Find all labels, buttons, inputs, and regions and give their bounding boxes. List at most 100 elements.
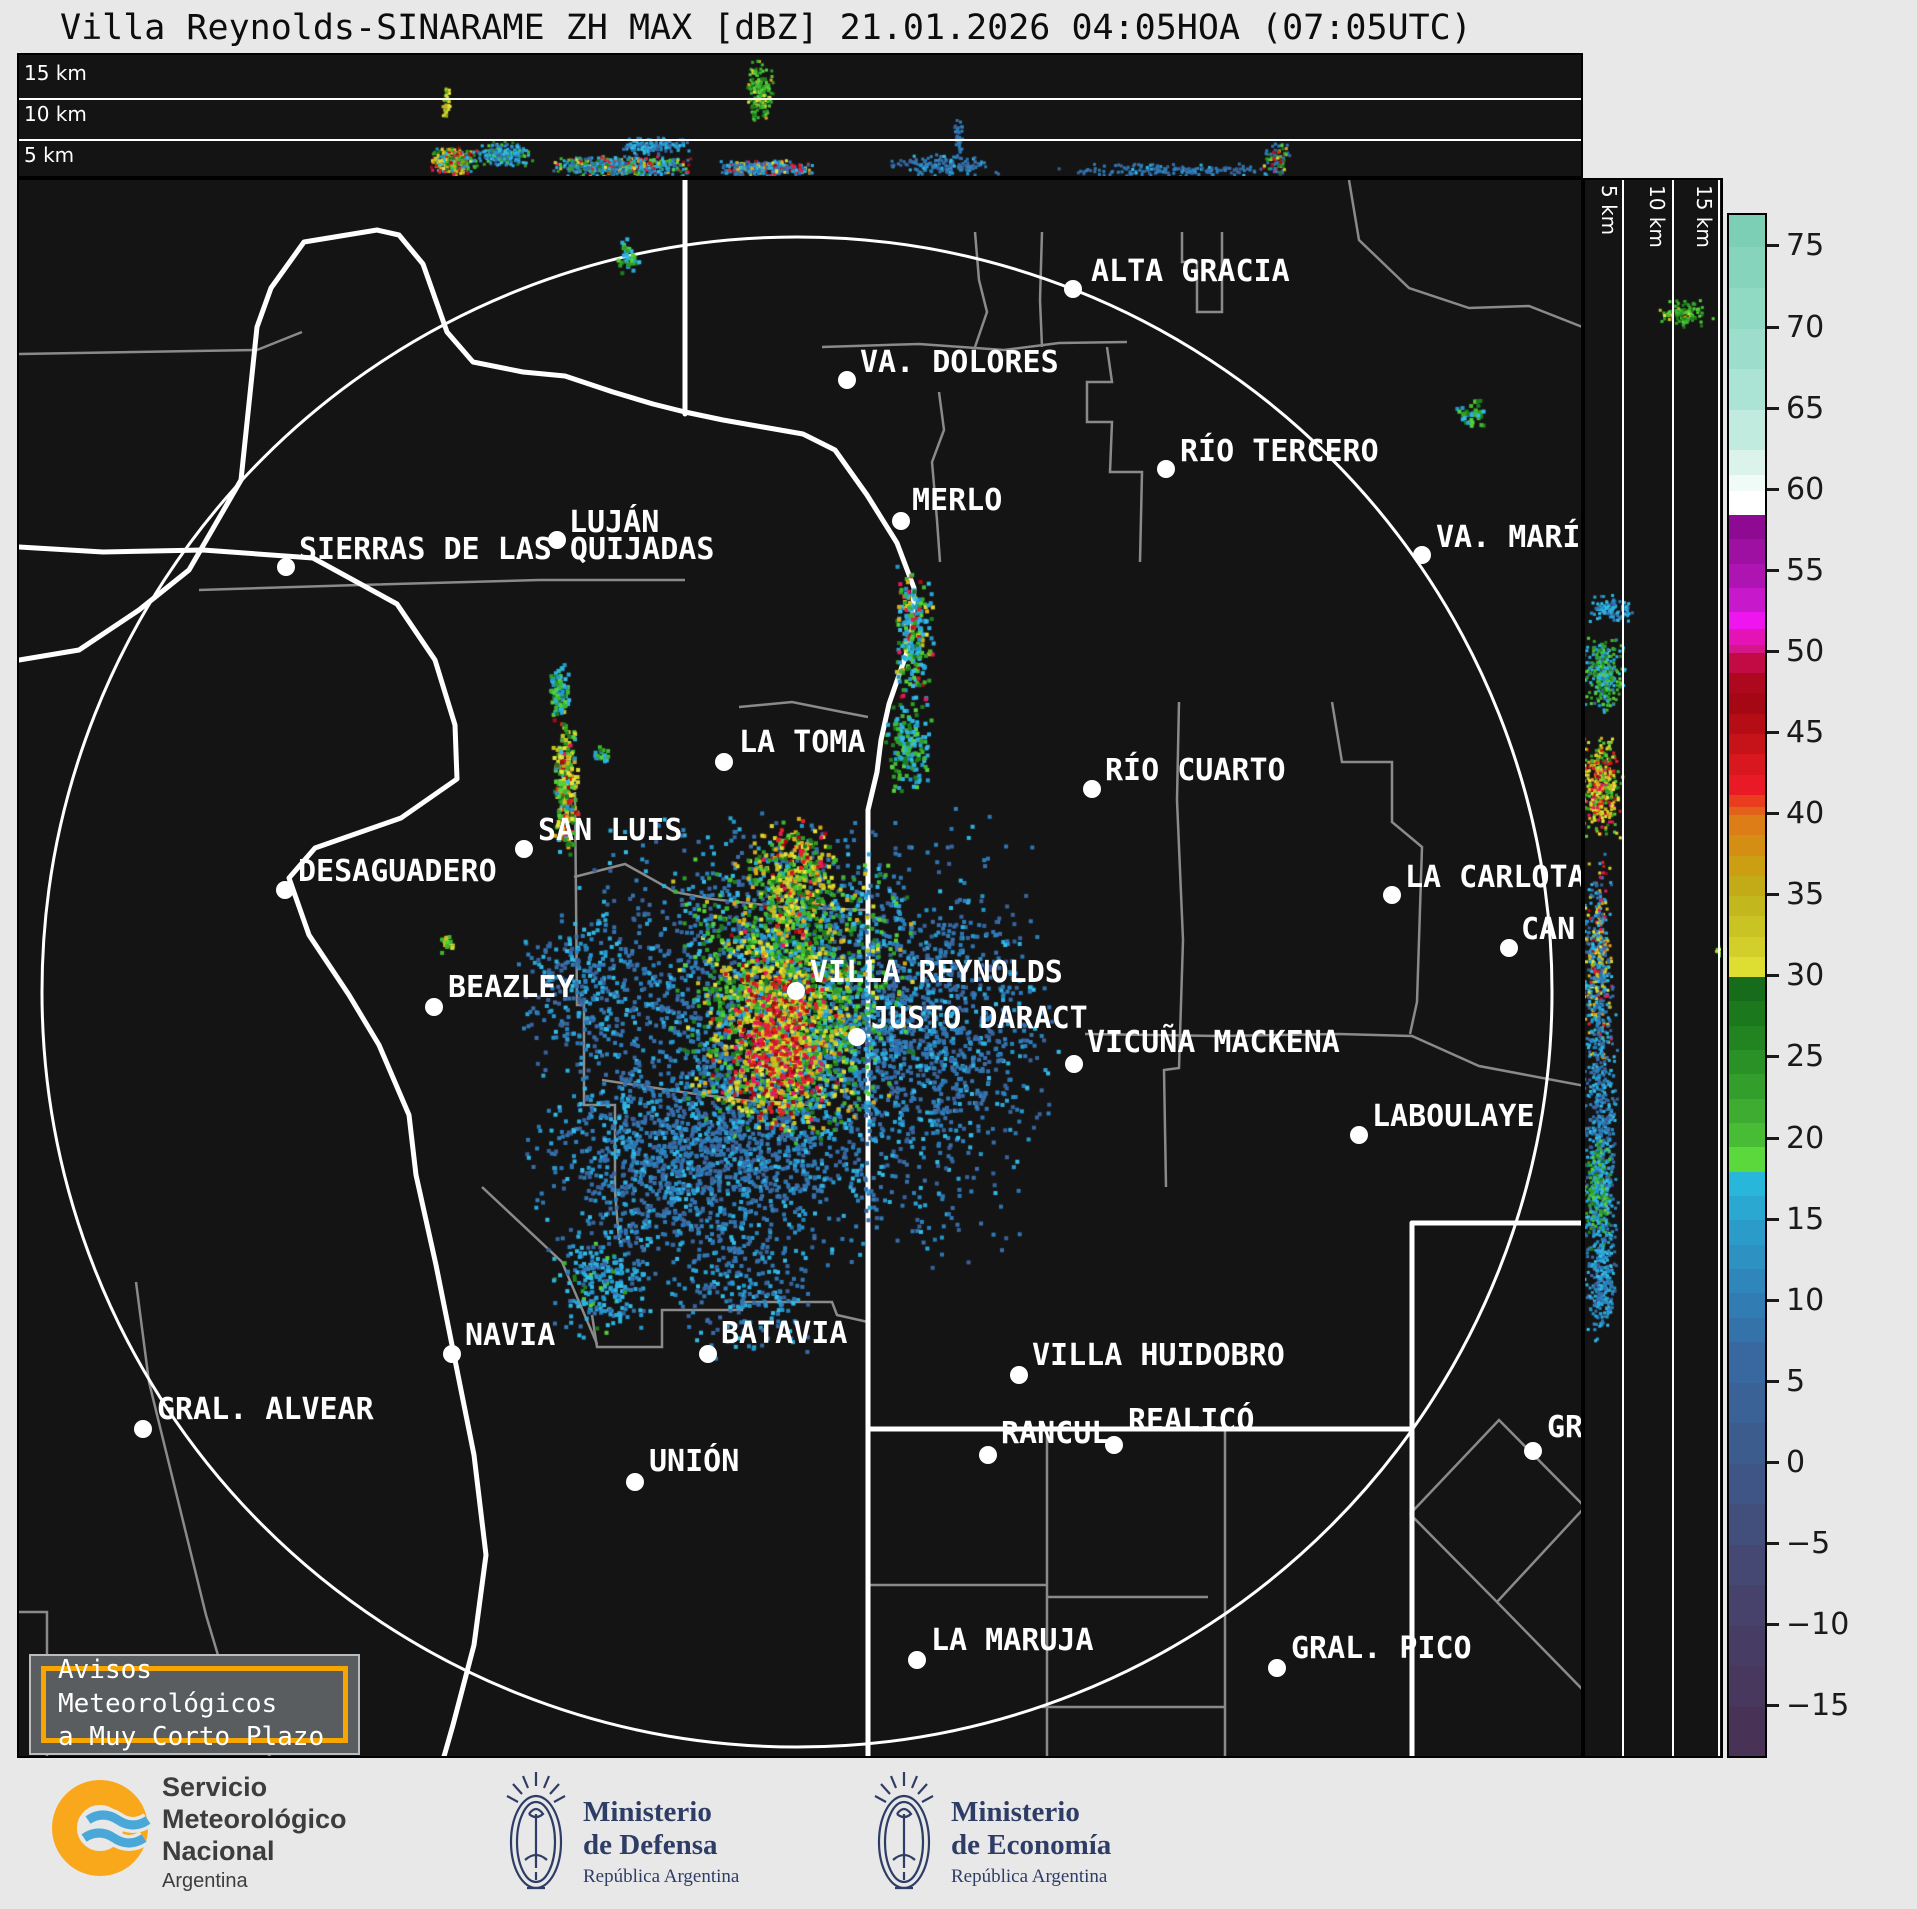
height-label-15km: 15 km [1692, 185, 1716, 248]
colorbar-segment [1729, 1317, 1765, 1343]
height-line-10km [1672, 180, 1674, 1756]
top-cross-section-echoes [19, 55, 1581, 176]
colorbar-tick-label: 0 [1786, 1445, 1806, 1481]
city-dot [134, 1420, 152, 1438]
height-line-15km [19, 98, 1581, 100]
smn-line-1: Servicio [162, 1772, 268, 1802]
colorbar-segment [1729, 1244, 1765, 1270]
city-label: BATAVIA [721, 1316, 848, 1351]
city-label: LA CARLOTA [1405, 860, 1583, 895]
city-label: REALICÓ [1128, 1403, 1255, 1438]
city-dot [1083, 780, 1101, 798]
colorbar-segment [1729, 1625, 1765, 1667]
city-dot [838, 371, 856, 389]
colorbar-tick [1767, 406, 1779, 410]
colorbar-segment [1729, 539, 1765, 564]
colorbar-segment [1729, 644, 1765, 653]
colorbar-segment [1729, 409, 1765, 451]
colorbar-tick [1767, 1542, 1779, 1546]
top-cross-section-panel: 15 km 10 km 5 km [17, 53, 1583, 178]
colorbar-tick-label: 30 [1786, 958, 1825, 994]
city-dot [1157, 460, 1175, 478]
city-dot [1010, 1366, 1028, 1384]
colorbar-segment [1729, 563, 1765, 589]
city-label: VA. DOLORES [860, 345, 1059, 380]
smn-line-2: Meteorológico [162, 1803, 347, 1834]
colorbar-tick [1767, 649, 1779, 653]
ministry-defensa-block: Ministerio de Defensa República Argentin… [505, 1768, 739, 1900]
city-label: SIERRAS DE LAS QUIJADAS [299, 532, 715, 567]
height-label-10km: 10 km [24, 102, 87, 126]
city-dot [1524, 1442, 1542, 1460]
city-dot [425, 998, 443, 1016]
colorbar-segment [1729, 977, 1765, 1002]
ministry-economia-block: Ministerio de Economía República Argenti… [873, 1768, 1111, 1900]
height-line-10km [19, 139, 1581, 141]
colorbar-tick-label: 35 [1786, 877, 1825, 913]
colorbar-tick-label: 15 [1786, 1201, 1825, 1237]
city-dot [1268, 1659, 1286, 1677]
city-dot [515, 840, 533, 858]
ministry-sub: República Argentina [951, 1865, 1108, 1887]
colorbar-segment [1729, 1463, 1765, 1505]
right-cross-section-echoes [1585, 180, 1721, 1756]
colorbar-segment [1729, 1666, 1765, 1707]
colorbar-segment [1729, 1342, 1765, 1383]
colorbar-segment [1729, 1293, 1765, 1318]
city-label: RÍO TERCERO [1180, 434, 1379, 469]
warning-line-2: a Muy Corto Plazo [58, 1722, 325, 1753]
colorbar-tick [1767, 1461, 1779, 1465]
colorbar-segment [1729, 673, 1765, 694]
colorbar-segment [1729, 1074, 1765, 1099]
colorbar-tick [1767, 1136, 1779, 1140]
colorbar-segment [1729, 369, 1765, 410]
ministry-dept: de Defensa [583, 1829, 718, 1862]
colorbar-segment [1729, 1147, 1765, 1172]
colorbar-segment [1729, 287, 1765, 329]
city-dot [715, 753, 733, 771]
ministry-defensa-wordmark: Ministerio de Defensa República Argentin… [583, 1796, 739, 1900]
colorbar-tick-label: 75 [1786, 228, 1825, 264]
city-dot [1105, 1436, 1123, 1454]
colorbar-segment [1729, 693, 1765, 714]
height-label-10km: 10 km [1645, 185, 1669, 248]
height-label-15km: 15 km [24, 61, 87, 85]
city-label: LUJÁN [569, 505, 660, 540]
height-label-5km: 5 km [1597, 185, 1621, 236]
colorbar-segment [1729, 1001, 1765, 1026]
colorbar-segment [1729, 1123, 1765, 1148]
colorbar-segment [1729, 855, 1765, 876]
colorbar-tick-label: 40 [1786, 796, 1825, 832]
colorbar-segment [1729, 215, 1765, 248]
city-dot [443, 1345, 461, 1363]
smn-line-3: Nacional [162, 1835, 275, 1866]
colorbar-segment [1729, 713, 1765, 734]
city-dot [699, 1345, 717, 1363]
right-cross-section-panel: 5 km 10 km 15 km [1583, 178, 1723, 1758]
city-dot [1413, 546, 1431, 564]
colorbar-segment [1729, 936, 1765, 957]
colorbar-segment [1729, 515, 1765, 540]
colorbar-segment [1729, 628, 1765, 645]
colorbar-tick-label: 50 [1786, 633, 1825, 669]
city-label: UNIÓN [649, 1444, 740, 1479]
city-label: ALTA GRACIA [1091, 254, 1290, 289]
colorbar-segment [1729, 474, 1765, 491]
colorbar-tick [1767, 893, 1779, 897]
city-dot [908, 1651, 926, 1669]
city-label: VILLA REYNOLDS [810, 955, 1063, 990]
city-label: SAN LUIS [538, 813, 683, 848]
colorbar-segment [1729, 815, 1765, 836]
colorbar-tick-label: −10 [1786, 1607, 1850, 1643]
colorbar-segment [1729, 612, 1765, 629]
colorbar-segment [1729, 754, 1765, 775]
argentina-crest-icon [506, 1772, 566, 1890]
colorbar-tick-label: −15 [1786, 1688, 1850, 1724]
colorbar-segment [1729, 490, 1765, 516]
height-line-5km [1622, 180, 1624, 1756]
colorbar-tick-label: 20 [1786, 1120, 1825, 1156]
colorbar-segment [1729, 1382, 1765, 1424]
colorbar-segment [1729, 806, 1765, 816]
city-label: VILLA HUIDOBRO [1032, 1338, 1285, 1373]
city-label: VICUÑA MACKENA [1087, 1025, 1340, 1060]
